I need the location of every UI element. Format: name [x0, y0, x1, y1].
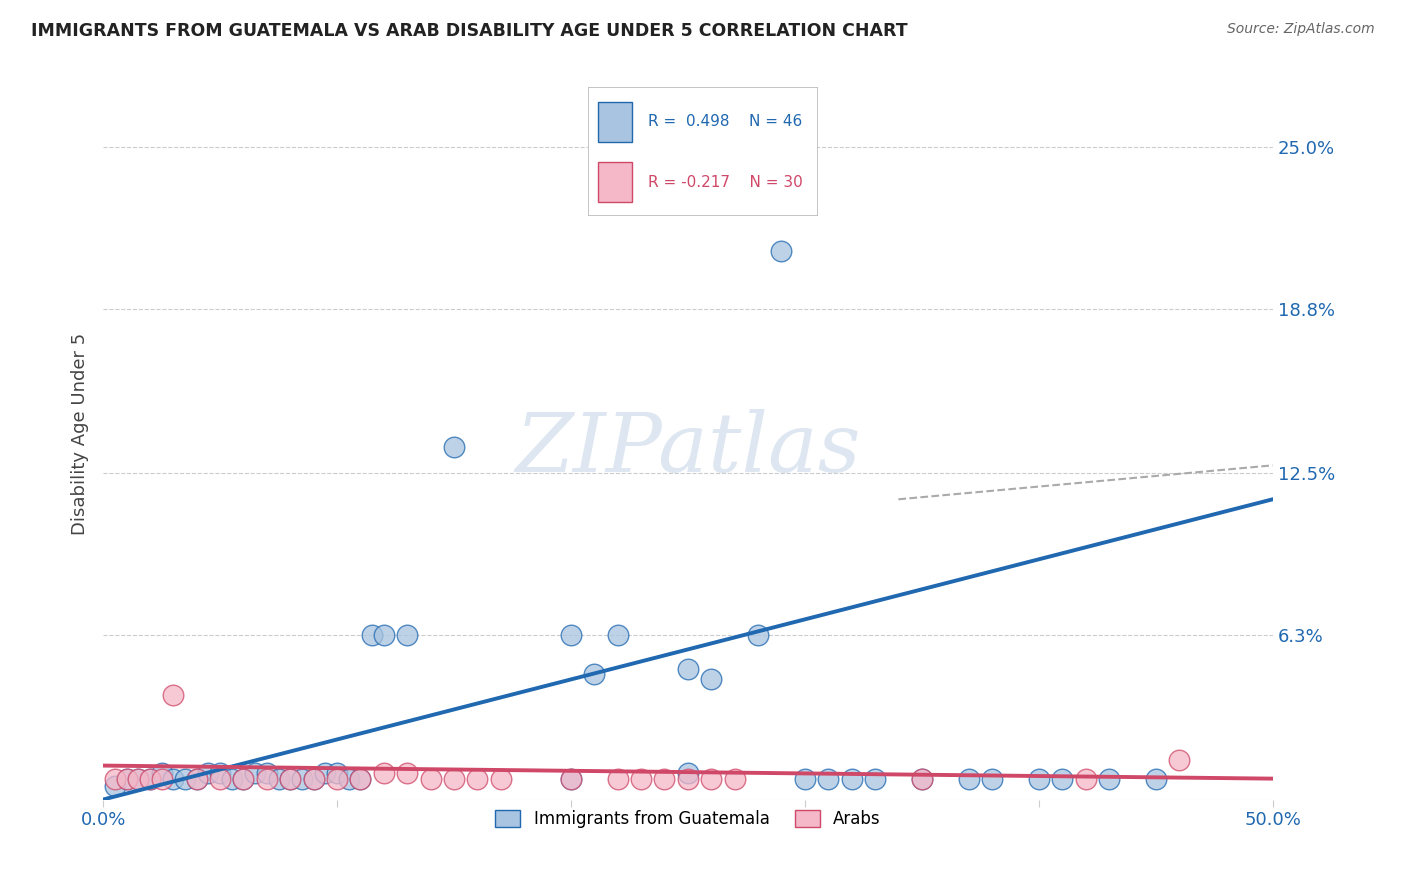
Point: [232, 772, 254, 786]
Point: [583, 667, 606, 681]
Point: [256, 772, 278, 786]
Point: [1074, 772, 1097, 786]
Point: [419, 772, 441, 786]
Y-axis label: Disability Age Under 5: Disability Age Under 5: [72, 333, 89, 535]
Point: [957, 772, 980, 786]
Point: [1098, 772, 1121, 786]
Point: [186, 772, 208, 786]
Point: [267, 772, 290, 786]
Point: [243, 766, 266, 780]
Point: [443, 440, 465, 454]
Point: [361, 628, 384, 642]
Point: [700, 673, 723, 687]
Point: [981, 772, 1004, 786]
Point: [606, 628, 628, 642]
Point: [139, 772, 162, 786]
Point: [467, 772, 489, 786]
Point: [115, 772, 138, 786]
Point: [209, 766, 232, 780]
Point: [104, 780, 127, 794]
Point: [186, 772, 208, 786]
Point: [326, 766, 349, 780]
Point: [349, 772, 371, 786]
Point: [349, 772, 371, 786]
Point: [654, 772, 676, 786]
Point: [396, 628, 419, 642]
Point: [770, 244, 793, 259]
Point: [817, 772, 839, 786]
Point: [291, 772, 314, 786]
Point: [676, 662, 699, 676]
Point: [221, 772, 243, 786]
Point: [373, 628, 395, 642]
Point: [127, 772, 149, 786]
Point: [630, 772, 652, 786]
Point: [676, 766, 699, 780]
Point: [278, 772, 301, 786]
Point: [104, 772, 127, 786]
Point: [326, 772, 349, 786]
Point: [700, 772, 723, 786]
Point: [724, 772, 747, 786]
Point: [1050, 772, 1073, 786]
Point: [314, 766, 336, 780]
Point: [302, 772, 325, 786]
Text: IMMIGRANTS FROM GUATEMALA VS ARAB DISABILITY AGE UNDER 5 CORRELATION CHART: IMMIGRANTS FROM GUATEMALA VS ARAB DISABI…: [31, 22, 907, 40]
Point: [162, 688, 184, 702]
Point: [676, 772, 699, 786]
Legend: Immigrants from Guatemala, Arabs: Immigrants from Guatemala, Arabs: [489, 804, 887, 835]
Point: [373, 766, 395, 780]
Point: [302, 772, 325, 786]
Point: [1168, 753, 1191, 767]
Point: [911, 772, 934, 786]
Point: [150, 766, 173, 780]
Point: [606, 772, 628, 786]
Point: [396, 766, 419, 780]
Point: [174, 772, 197, 786]
Point: [256, 766, 278, 780]
Point: [337, 772, 360, 786]
Point: [443, 772, 465, 786]
Point: [841, 772, 863, 786]
Point: [115, 772, 138, 786]
Point: [162, 772, 184, 786]
Point: [197, 766, 219, 780]
Point: [489, 772, 512, 786]
Point: [863, 772, 886, 786]
Text: ZIPatlas: ZIPatlas: [515, 409, 860, 489]
Point: [747, 628, 769, 642]
Point: [1028, 772, 1050, 786]
Point: [560, 628, 582, 642]
Point: [793, 772, 815, 786]
Point: [911, 772, 934, 786]
Text: Source: ZipAtlas.com: Source: ZipAtlas.com: [1227, 22, 1375, 37]
Point: [1144, 772, 1167, 786]
Point: [560, 772, 582, 786]
Point: [278, 772, 301, 786]
Point: [209, 772, 232, 786]
Point: [139, 772, 162, 786]
Point: [232, 772, 254, 786]
Point: [560, 772, 582, 786]
Point: [127, 772, 149, 786]
Point: [150, 772, 173, 786]
